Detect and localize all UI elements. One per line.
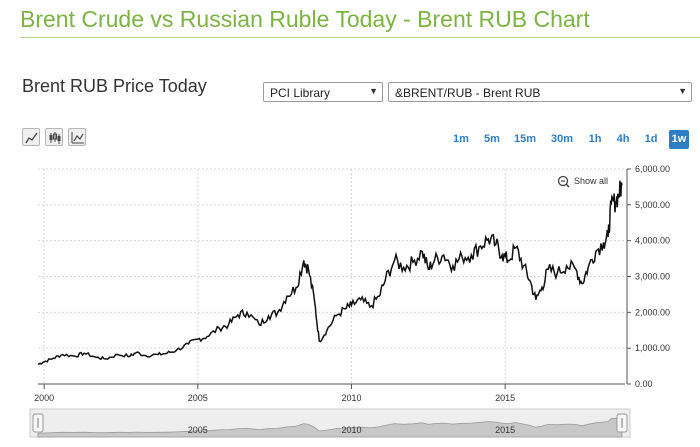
x-tick-label: 2010 — [341, 393, 361, 403]
y-tick-label: 0.00 — [635, 379, 653, 389]
y-tick-label: 3,000.00 — [635, 272, 670, 282]
timeframe-15m-button[interactable]: 15m — [514, 133, 537, 145]
candlestick-chart-button[interactable] — [45, 128, 63, 146]
section-title: Brent RUB Price Today — [22, 76, 207, 96]
y-tick-label: 5,000.00 — [635, 200, 670, 210]
line-chart-icon — [25, 132, 38, 144]
show-all-label: Show all — [574, 176, 608, 186]
timeframe-5m-button[interactable]: 5m — [484, 133, 500, 145]
timeframe-4h-button[interactable]: 4h — [616, 133, 630, 145]
title-divider — [20, 37, 700, 38]
y-tick-label: 6,000.00 — [635, 164, 670, 174]
symbol-select-value: &BRENT/RUB - Brent RUB — [395, 86, 541, 100]
compare-chart-button[interactable] — [68, 128, 86, 146]
show-all-button[interactable]: Show all — [557, 175, 609, 188]
x-tick-label: 2000 — [34, 393, 54, 403]
y-tick-label: 1,000.00 — [635, 343, 670, 353]
chevron-down-icon: ▼ — [369, 86, 378, 96]
navigator-tick-label: 2010 — [341, 425, 361, 435]
line-chart-button[interactable] — [22, 128, 40, 146]
timeframe-1m-button[interactable]: 1m — [453, 133, 469, 145]
x-tick-label: 2015 — [495, 393, 515, 403]
compare-chart-icon — [71, 132, 84, 144]
symbol-select[interactable]: &BRENT/RUB - Brent RUB ▼ — [388, 82, 692, 102]
navigator-tick-label: 2005 — [188, 425, 208, 435]
timeframe-1d-button[interactable]: 1d — [644, 133, 658, 145]
timeframe-1w-button[interactable]: 1w — [669, 130, 689, 149]
y-tick-label: 2,000.00 — [635, 307, 670, 317]
x-tick-label: 2005 — [188, 393, 208, 403]
timeframe-1h-button[interactable]: 1h — [588, 133, 602, 145]
chevron-down-icon: ▼ — [678, 86, 687, 96]
page-title: Brent Crude vs Russian Ruble Today - Bre… — [20, 6, 590, 32]
timeframe-30m-button[interactable]: 30m — [550, 133, 574, 145]
price-series-line — [37, 180, 623, 365]
candlestick-chart-icon — [49, 132, 61, 144]
navigator-series — [37, 416, 623, 438]
library-select-value: PCI Library — [270, 86, 331, 100]
zoom-out-icon — [557, 175, 569, 187]
zoom-out-icon — [565, 183, 570, 188]
y-tick-label: 4,000.00 — [635, 236, 670, 246]
library-select[interactable]: PCI Library ▼ — [263, 82, 383, 102]
navigator-tick-label: 2015 — [495, 425, 515, 435]
